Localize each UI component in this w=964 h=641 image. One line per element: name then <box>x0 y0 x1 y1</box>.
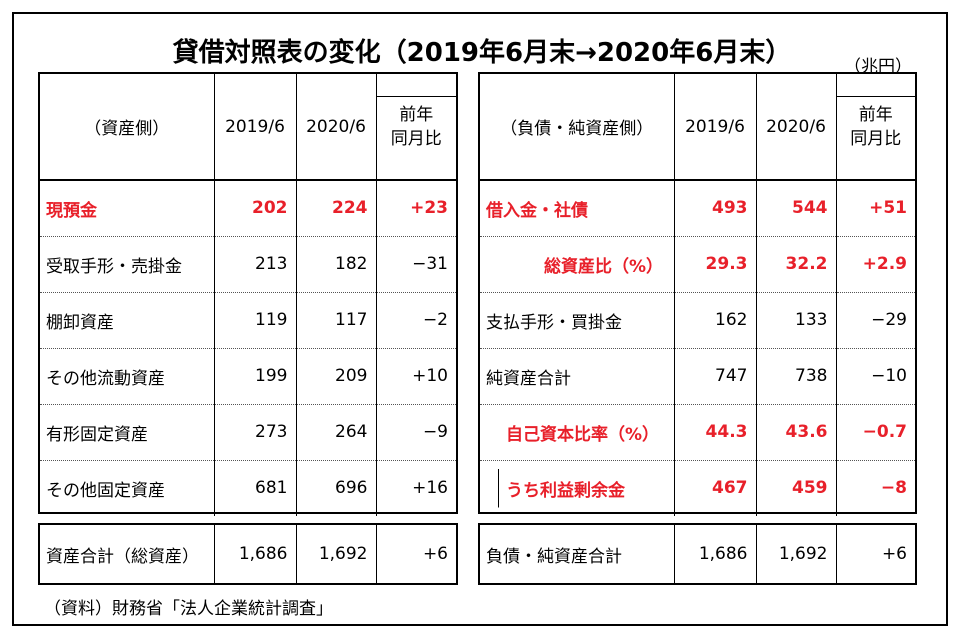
source-note: （資料）財務省「法人企業統計調査」 <box>44 599 333 619</box>
assets-total-box <box>38 523 458 585</box>
liabilities-row-value-2020: 32.2 <box>756 236 837 293</box>
table-row: 純資産合計 747 738 −10 <box>480 348 915 405</box>
assets-row-value-diff: +10 <box>376 348 456 405</box>
assets-row-value-2019: 681 <box>214 460 297 516</box>
assets-row-value-diff: −2 <box>376 292 456 349</box>
table-row: その他流動資産 199 209 +10 <box>40 348 456 405</box>
outer-frame <box>12 12 948 626</box>
liabilities-row-label: 支払手形・買掛金 <box>480 292 675 349</box>
assets-header-diff: 前年 同月比 <box>376 74 456 181</box>
liabilities-row-value-diff: −29 <box>836 292 915 349</box>
assets-table: （資産側） 2019/6 2020/6 前年 同月比 現預金 202 224 +23 受… <box>40 74 456 516</box>
table-row: 受取手形・売掛金 213 182 −31 <box>40 236 456 293</box>
liabilities-row-label: うち利益剰余金 <box>480 460 675 516</box>
assets-header-row: （資産側） 2019/6 2020/6 前年 同月比 <box>40 74 456 181</box>
liabilities-row-value-diff: −0.7 <box>836 404 915 461</box>
assets-row-value-2020: 264 <box>296 404 377 461</box>
liabilities-row-value-2019: 162 <box>674 292 757 349</box>
liabilities-header-row: （負債・純資産側） 2019/6 2020/6 前年 同月比 <box>480 74 915 181</box>
liabilities-row-label: 総資産比（%） <box>480 236 675 293</box>
table-row: 自己資本比率（%） 44.3 43.6 −0.7 <box>480 404 915 461</box>
assets-total-2020: 1,692 <box>296 525 377 583</box>
liabilities-table: （負債・純資産側） 2019/6 2020/6 前年 同月比 借入金・社債 493… <box>480 74 915 516</box>
assets-header-label: （資産側） <box>40 74 215 181</box>
liabilities-total-label: 負債・純資産合計 <box>480 525 675 583</box>
liabilities-row-value-2020: 459 <box>756 460 837 516</box>
assets-header-2020: 2020/6 <box>296 74 377 181</box>
table-row: 借入金・社債 493 544 +51 <box>480 180 915 237</box>
assets-row-value-2020: 209 <box>296 348 377 405</box>
liabilities-row-value-diff: +2.9 <box>836 236 915 293</box>
liabilities-row-label: 借入金・社債 <box>480 180 675 237</box>
liabilities-row-value-2020: 43.6 <box>756 404 837 461</box>
liabilities-total-2020: 1,692 <box>756 525 837 583</box>
liabilities-total-box <box>478 523 917 585</box>
assets-row-label: 現預金 <box>40 180 215 237</box>
assets-row-value-2019: 199 <box>214 348 297 405</box>
liabilities-row-value-2019: 467 <box>674 460 757 516</box>
liabilities-total-2019: 1,686 <box>674 525 757 583</box>
liabilities-row-value-2019: 493 <box>674 180 757 237</box>
assets-row-value-2020: 696 <box>296 460 377 516</box>
liabilities-row-value-diff: −8 <box>880 478 907 499</box>
assets-header-2019: 2019/6 <box>214 74 297 181</box>
assets-row-label: 受取手形・売掛金 <box>40 236 215 293</box>
table-row: 棚卸資産 119 117 −2 <box>40 292 456 349</box>
liabilities-header-2020: 2020/6 <box>756 74 837 181</box>
table-row: 現預金 202 224 +23 <box>40 180 456 237</box>
liabilities-row-label: 自己資本比率（%） <box>480 404 675 461</box>
assets-row-value-2020: 117 <box>296 292 377 349</box>
liabilities-row-label: 純資産合計 <box>480 348 675 405</box>
liabilities-total-row: 負債・純資産合計 1,686 1,692 +6 <box>480 525 915 583</box>
liabilities-header-diff: 前年 同月比 <box>836 74 915 181</box>
assets-row-value-diff: +23 <box>376 180 456 237</box>
liabilities-row-value-2019: 747 <box>674 348 757 405</box>
assets-total-diff: +6 <box>422 544 448 564</box>
liabilities-row-value-2020: 544 <box>756 180 837 237</box>
table-row: うち利益剰余金 467 459 −8 <box>480 460 915 516</box>
page-title: 貸借対照表の変化（2019年6月末→2020年6月末） <box>172 38 792 68</box>
table-row: 支払手形・買掛金 162 133 −29 <box>480 292 915 349</box>
assets-row-value-diff: +16 <box>412 478 448 499</box>
liabilities-total-table: 負債・純資産合計 1,686 1,692 +6 <box>480 525 915 583</box>
assets-row-label: 有形固定資産 <box>40 404 215 461</box>
table-row: 有形固定資産 273 264 −9 <box>40 404 456 461</box>
table-row: 総資産比（%） 29.3 32.2 +2.9 <box>480 236 915 293</box>
assets-row-label: その他固定資産 <box>40 460 215 516</box>
assets-total-row: 資産合計（総資産） 1,686 1,692 +6 <box>40 525 456 583</box>
liabilities-total-diff: +6 <box>881 544 907 564</box>
liabilities-header-label: （負債・純資産側） <box>480 74 675 181</box>
assets-row-value-2020: 182 <box>296 236 377 293</box>
liabilities-header-diff-text: 前年 同月比 <box>836 96 915 151</box>
assets-row-value-2019: 213 <box>214 236 297 293</box>
liabilities-row-value-diff: −10 <box>836 348 915 405</box>
assets-row-value-diff: −9 <box>376 404 456 461</box>
assets-total-label: 資産合計（総資産） <box>40 525 215 583</box>
assets-header-diff-text: 前年 同月比 <box>376 96 456 151</box>
assets-row-value-2019: 202 <box>214 180 297 237</box>
assets-total-table: 資産合計（総資産） 1,686 1,692 +6 <box>40 525 456 583</box>
liabilities-header-2019: 2019/6 <box>674 74 757 181</box>
assets-row-value-2019: 273 <box>214 404 297 461</box>
assets-row-label: その他流動資産 <box>40 348 215 405</box>
liabilities-row-value-2020: 738 <box>756 348 837 405</box>
liabilities-row-value-diff: +51 <box>836 180 915 237</box>
assets-total-2019: 1,686 <box>214 525 297 583</box>
liabilities-row-value-2020: 133 <box>756 292 837 349</box>
table-row: その他固定資産 681 696 +16 <box>40 460 456 516</box>
assets-row-value-diff: −31 <box>376 236 456 293</box>
liabilities-row-value-2019: 44.3 <box>674 404 757 461</box>
assets-row-label: 棚卸資産 <box>40 292 215 349</box>
assets-row-value-2020: 224 <box>296 180 377 237</box>
assets-row-value-2019: 119 <box>214 292 297 349</box>
liabilities-row-value-2019: 29.3 <box>674 236 757 293</box>
